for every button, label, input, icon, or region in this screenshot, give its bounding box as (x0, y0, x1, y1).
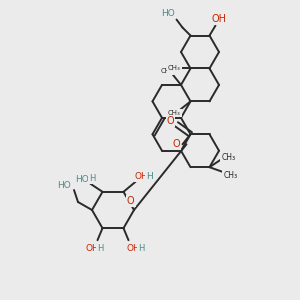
Text: H: H (146, 172, 153, 181)
Text: H: H (89, 174, 96, 183)
Text: CH₃: CH₃ (168, 65, 181, 71)
Text: H: H (138, 244, 145, 253)
Text: CH₃: CH₃ (160, 68, 173, 74)
Text: O: O (173, 139, 180, 149)
Text: CH₃: CH₃ (168, 110, 181, 116)
Text: O: O (127, 196, 135, 206)
Text: HO: HO (57, 182, 71, 190)
Text: HO: HO (162, 9, 176, 18)
Text: H: H (97, 244, 104, 253)
Text: OH: OH (85, 244, 99, 253)
Text: CH₃: CH₃ (221, 153, 236, 162)
Text: CH₃: CH₃ (224, 171, 238, 180)
Text: HO: HO (75, 175, 88, 184)
Text: O: O (167, 116, 174, 126)
Text: OH: OH (135, 172, 148, 181)
Text: OH: OH (127, 244, 140, 253)
Text: OH: OH (212, 14, 227, 23)
